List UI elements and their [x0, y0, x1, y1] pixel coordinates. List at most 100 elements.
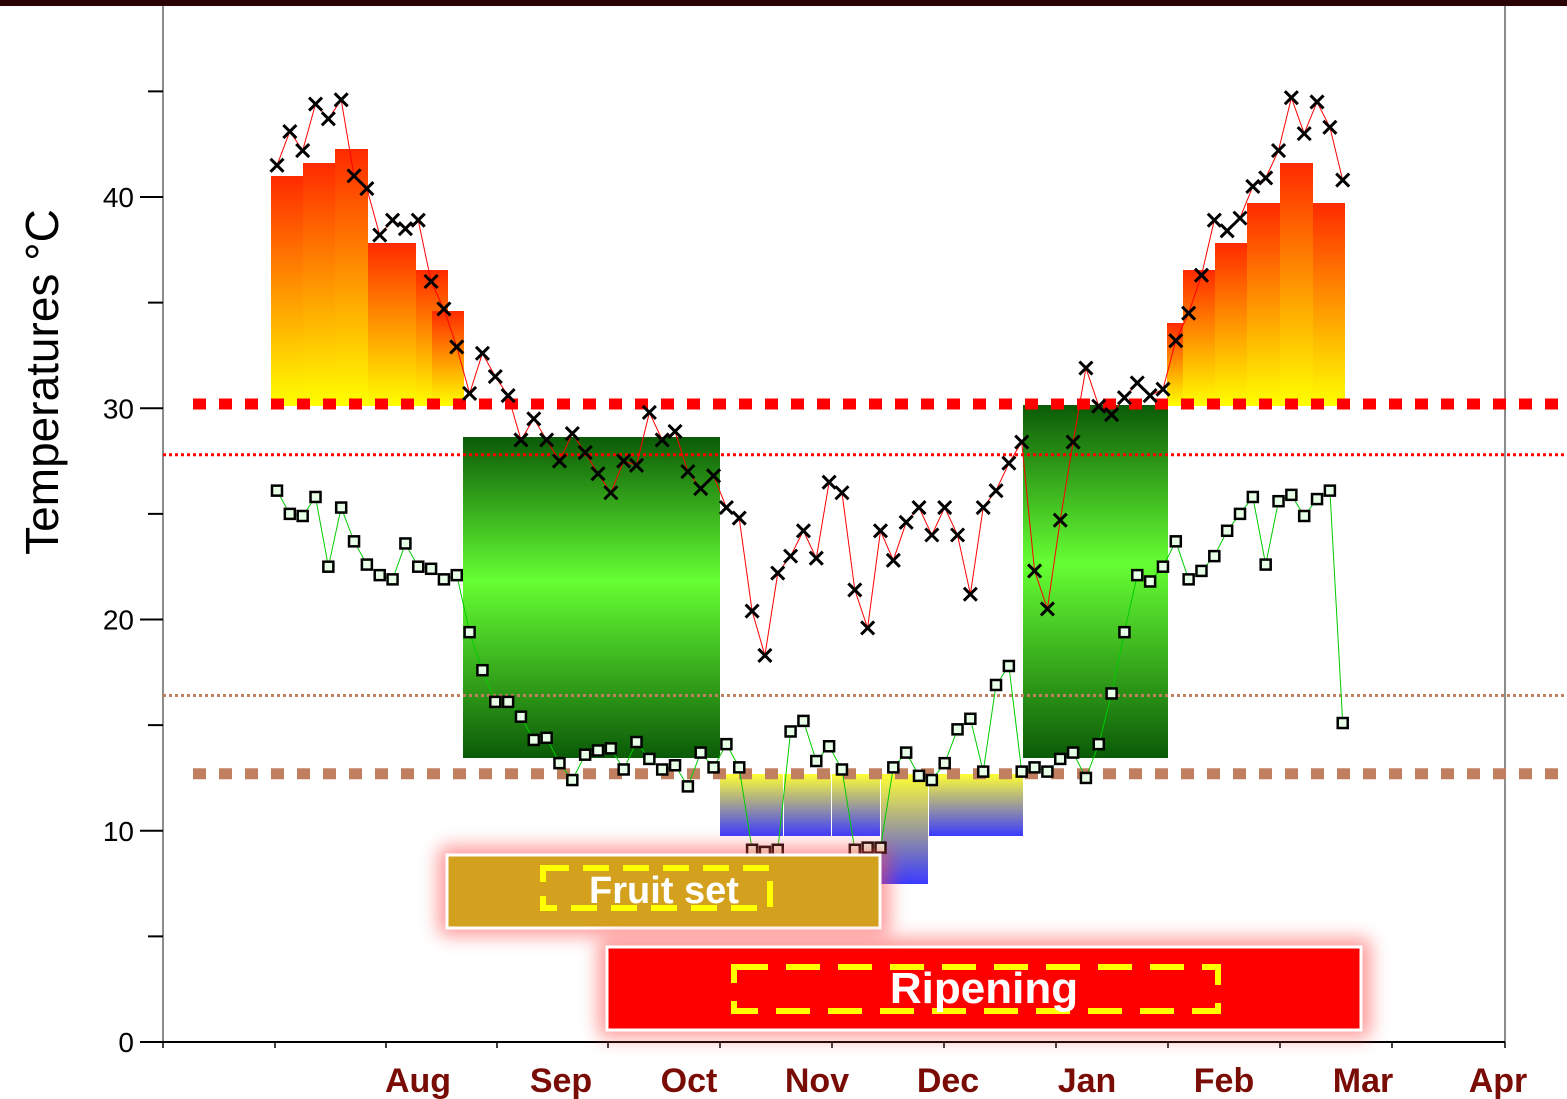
marker-stroke: [269, 157, 285, 173]
min-temp-point: [1066, 746, 1080, 759]
max-temp-point: [1026, 563, 1043, 579]
marker-stroke: [1245, 178, 1261, 194]
min-temp-point: [334, 501, 348, 514]
y-tick-label: 0: [118, 1027, 134, 1058]
cold-bar: [929, 774, 1023, 836]
max-temp-point: [1206, 212, 1222, 228]
max-temp-point: [603, 485, 619, 501]
min-temp-point: [399, 537, 412, 550]
y-tick-label: 40: [103, 182, 134, 213]
min-temp-point: [630, 735, 643, 749]
min-temp-point: [424, 562, 438, 576]
optimal-range-block: [463, 437, 720, 758]
marker-stroke: [1219, 223, 1235, 239]
marker-stroke: [1322, 119, 1338, 135]
max-temp-point: [1052, 512, 1068, 528]
max-temp-point: [1129, 375, 1145, 391]
heat-bar: [1215, 243, 1247, 406]
min-temp-point: [707, 761, 720, 774]
marker-stroke: [423, 273, 439, 290]
max-temp-point: [1116, 390, 1133, 406]
marker-stroke: [731, 510, 747, 526]
max-temp-point: [795, 523, 812, 539]
marker-stroke: [333, 92, 349, 108]
min-temp-point: [450, 568, 464, 582]
marker-stroke: [1001, 455, 1017, 471]
heat-bar: [432, 311, 464, 406]
min-temp-point: [912, 769, 926, 783]
min-temp-point: [1002, 659, 1016, 673]
marker-stroke: [1104, 407, 1120, 423]
min-temp-point: [668, 759, 682, 772]
x-axis-ticks: [162, 1042, 1506, 1048]
max-temp-point: [962, 586, 978, 602]
max-temp-point: [1181, 305, 1197, 321]
marker-stroke: [1014, 434, 1030, 450]
max-temp-point: [372, 227, 388, 243]
marker-stroke: [1142, 388, 1158, 404]
max-temp-point: [1270, 142, 1287, 159]
min-temp-point: [386, 573, 399, 586]
min-temp-point: [1246, 490, 1260, 504]
max-temp-point: [282, 123, 298, 140]
month-label: Sep: [530, 1062, 592, 1099]
month-label: Feb: [1194, 1062, 1254, 1099]
marker-stroke: [539, 432, 555, 448]
min-temp-point: [1105, 687, 1118, 700]
max-temp-point: [847, 582, 863, 598]
max-temp-point: [975, 499, 991, 516]
min-temp-point: [309, 490, 322, 504]
marker-stroke: [1078, 360, 1094, 376]
heat-bar: [1183, 270, 1215, 406]
threshold-lines: [163, 398, 1567, 780]
marker-stroke: [564, 426, 580, 442]
marker-stroke: [1091, 398, 1107, 414]
max-temp-point: [1104, 407, 1120, 423]
min-temp-point: [1285, 488, 1298, 502]
marker-stroke: [397, 221, 413, 237]
min-temp-point: [989, 678, 1003, 692]
max-temp-point: [949, 527, 966, 543]
marker-stroke: [1116, 390, 1133, 406]
max-temp-point: [693, 480, 709, 497]
min-temp-point: [489, 695, 502, 709]
min-temp-point: [1272, 494, 1285, 508]
max-temp-point: [898, 514, 914, 530]
marker-stroke: [885, 552, 901, 568]
phase-ripening: Ripening: [598, 938, 1371, 1038]
max-temp-point: [384, 212, 401, 228]
min-temp-point: [1297, 509, 1311, 523]
marker-stroke: [641, 404, 657, 421]
max-temp-point: [1078, 360, 1094, 376]
marker-stroke: [577, 445, 593, 461]
min-temp-point: [1220, 524, 1234, 538]
marker-stroke: [924, 527, 940, 543]
min-temp-point: [1169, 535, 1183, 548]
marker-stroke: [1155, 381, 1171, 397]
month-label: Aug: [385, 1062, 451, 1099]
marker-stroke: [1283, 90, 1299, 106]
max-temp-point: [924, 527, 940, 543]
marker-stroke: [590, 466, 606, 482]
max-temp-point: [436, 301, 452, 317]
max-temp-point: [474, 345, 491, 361]
marker-stroke: [1193, 267, 1210, 283]
min-temp-point: [617, 763, 630, 776]
max-temp-point: [1155, 381, 1171, 397]
y-tick-label: 10: [103, 816, 134, 847]
marker-stroke: [860, 620, 876, 636]
marker-stroke: [320, 111, 336, 127]
marker-stroke: [744, 603, 760, 619]
marker-stroke: [628, 457, 645, 473]
min-temp-point: [925, 773, 939, 787]
min-temp-point: [720, 737, 733, 751]
marker-stroke: [346, 168, 362, 184]
max-temp-point: [731, 510, 747, 526]
min-temp-point: [553, 756, 566, 770]
min-temp-point: [1041, 765, 1054, 778]
marker-stroke: [1168, 333, 1184, 349]
min-temp-point: [1131, 568, 1144, 582]
min-temp-point: [373, 568, 386, 582]
marker-stroke: [603, 485, 619, 501]
max-temp-point: [770, 565, 786, 581]
